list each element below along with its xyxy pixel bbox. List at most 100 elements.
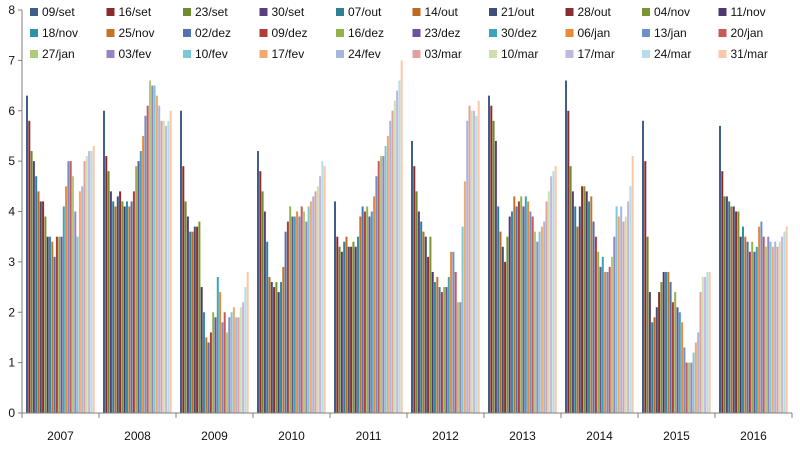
bar: [293, 216, 296, 413]
bar: [681, 322, 684, 413]
legend-label: 17/fev: [272, 47, 305, 61]
bar: [620, 206, 623, 413]
legend-label: 18/nov: [42, 26, 78, 40]
bar: [454, 271, 457, 413]
bar: [765, 246, 767, 413]
bar: [286, 221, 289, 413]
bar: [415, 191, 418, 413]
legend-label: 31/mar: [731, 47, 768, 61]
legend-item: 09/set: [30, 5, 75, 19]
bar: [737, 211, 740, 413]
bar: [135, 166, 138, 413]
legend-label: 09/dez: [272, 26, 308, 40]
bar: [511, 211, 513, 413]
legend-swatch: [259, 29, 268, 37]
bar: [316, 186, 319, 413]
bar: [391, 110, 394, 413]
bar: [748, 251, 751, 413]
bar: [685, 362, 688, 414]
bar: [361, 206, 364, 413]
bar: [585, 191, 588, 413]
legend-swatch: [565, 50, 574, 58]
bar: [261, 191, 264, 413]
bar: [543, 221, 546, 413]
bar: [228, 317, 231, 413]
bar: [44, 216, 47, 413]
y-tick-label: 7: [8, 53, 15, 67]
y-tick-label: 8: [8, 3, 15, 17]
legend-item: 13/jan: [642, 26, 687, 40]
legend-label: 06/jan: [578, 26, 611, 40]
legend-label: 03/fev: [119, 47, 152, 61]
bar: [739, 236, 742, 413]
bar: [151, 85, 154, 413]
bar: [347, 246, 350, 413]
bar: [235, 317, 238, 413]
legend-item: 03/fev: [106, 47, 152, 61]
legend-item: 17/mar: [565, 47, 615, 61]
legend-swatch: [489, 50, 497, 58]
bar: [592, 221, 595, 413]
bar: [732, 206, 735, 413]
bar: [554, 166, 557, 413]
bar: [457, 302, 459, 413]
bar: [284, 231, 287, 413]
bar: [309, 201, 312, 413]
legend-swatch: [259, 50, 268, 58]
bar: [494, 140, 497, 413]
bar: [35, 176, 38, 413]
bar: [350, 246, 353, 413]
bar: [588, 201, 590, 413]
bar: [501, 246, 504, 413]
bar: [191, 231, 194, 413]
bar: [51, 241, 54, 413]
legend-label: 25/nov: [119, 26, 155, 40]
bar: [78, 191, 81, 413]
legend-item: 31/mar: [718, 47, 768, 61]
bar: [697, 332, 700, 413]
legend-swatch: [489, 8, 497, 16]
bar: [55, 236, 58, 413]
legend-item: 18/nov: [30, 26, 78, 40]
bar: [615, 206, 618, 413]
bar: [226, 332, 228, 413]
bar: [506, 236, 509, 413]
bar: [382, 156, 385, 413]
y-tick-label: 2: [8, 305, 15, 319]
bar: [571, 191, 574, 413]
bar: [440, 292, 443, 413]
bar: [781, 236, 784, 413]
bar: [599, 266, 602, 413]
bar: [132, 191, 135, 413]
bar: [375, 176, 378, 413]
x-tick-label: 2007: [47, 429, 74, 443]
legend-swatch: [718, 29, 727, 37]
legend-swatch: [106, 50, 115, 58]
x-tick-label: 2011: [356, 429, 382, 443]
bar: [470, 110, 473, 413]
legend-item: 14/out: [412, 5, 459, 19]
bar: [629, 186, 632, 413]
bar: [167, 120, 170, 413]
y-tick-label: 1: [8, 356, 15, 370]
x-tick-label: 2008: [124, 429, 151, 443]
legend-swatch: [565, 8, 574, 16]
bar: [363, 211, 366, 413]
bar: [601, 256, 604, 413]
bar: [569, 166, 572, 413]
legend-swatch: [642, 8, 650, 16]
bar: [237, 317, 240, 413]
bar: [273, 287, 276, 413]
bar: [223, 312, 226, 413]
bar: [594, 236, 597, 413]
legend-item: 30/dez: [489, 26, 537, 40]
bar: [158, 105, 161, 414]
bar: [266, 241, 269, 413]
legend-item: 30/set: [259, 5, 305, 19]
bar: [417, 211, 420, 413]
bar: [492, 120, 495, 413]
legend-label: 16/dez: [348, 26, 384, 40]
bar: [219, 292, 222, 413]
legend-swatch: [642, 29, 650, 37]
legend-item: 03/mar: [412, 47, 462, 61]
